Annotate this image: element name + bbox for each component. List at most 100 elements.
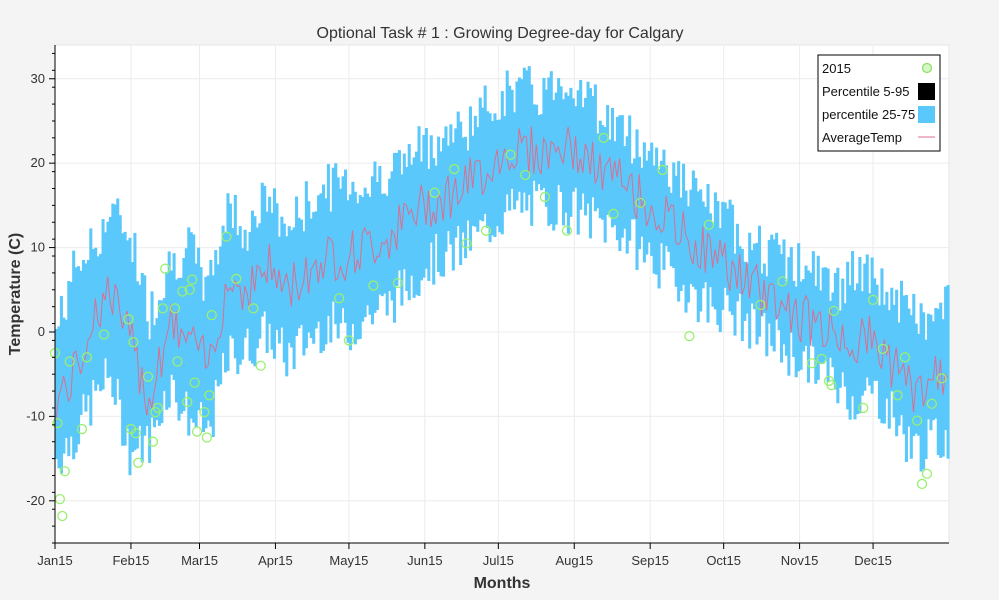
percentile-band-bar [211, 275, 215, 437]
percentile-band-bar [684, 190, 688, 313]
percentile-band-bar [645, 160, 649, 255]
percentile-band-bar [738, 246, 742, 294]
scatter-point-2015 [598, 132, 609, 143]
percentile-band-bar [588, 88, 592, 239]
percentile-band-bar [451, 142, 455, 271]
scatter-point-2015 [57, 510, 68, 522]
percentile-band-bar [779, 254, 784, 363]
x-tick-label: Jan15 [37, 553, 72, 568]
percentile-band-bar [659, 160, 664, 244]
percentile-band-bar [299, 219, 303, 325]
scatter-point-2015 [520, 169, 531, 181]
percentile-band-bar [209, 259, 213, 427]
scatter-point-2015 [206, 309, 217, 321]
percentile-band-bar [55, 328, 59, 460]
percentile-band-bar [809, 272, 813, 340]
scatter-point-2015 [231, 273, 242, 284]
percentile-band-bar [797, 243, 801, 372]
percentile-band-bar [390, 171, 394, 301]
percentile-band-bar [128, 237, 132, 476]
percentile-band-bar [226, 193, 230, 371]
percentile-band-bar [824, 267, 828, 361]
y-tick-label: 10 [31, 240, 45, 255]
percentile-band-bar [505, 70, 509, 195]
percentile-band-bar [904, 294, 908, 463]
percentile-band-bar [887, 310, 891, 429]
percentile-band-bar [106, 221, 110, 379]
scatter-point-2015 [449, 163, 460, 175]
percentile-band-bar [121, 233, 125, 446]
scatter-point-2015 [142, 371, 154, 382]
scatter-point-2015 [926, 398, 938, 409]
percentile-band-bar [537, 115, 541, 185]
percentile-band-bar [419, 161, 423, 281]
percentile-band-bar [931, 321, 935, 421]
percentile-band-bar [160, 300, 164, 424]
percentile-band-bar [610, 107, 615, 228]
legend: 2015 Percentile 5-95 percentile 25-75 Av… [817, 54, 941, 152]
percentile-band-bar [926, 313, 931, 420]
percentile-band-bar [165, 271, 169, 410]
percentile-band-bar [662, 149, 666, 270]
percentile-band-bar [814, 285, 818, 384]
percentile-band-bar [206, 275, 210, 421]
scatter-point-2015 [816, 353, 827, 365]
percentile-band-bar [64, 319, 68, 438]
percentile-band-bar [312, 212, 316, 344]
percentile-band-bar [380, 193, 384, 297]
percentile-band-bar [539, 114, 544, 191]
percentile-band-bar [268, 196, 272, 324]
percentile-band-bar [481, 107, 485, 222]
x-tick-label: Mar15 [181, 553, 218, 568]
percentile-band-bar [890, 287, 894, 392]
percentile-band-bar [946, 285, 950, 459]
scatter-point-2015 [899, 352, 911, 363]
scatter-point-2015 [912, 415, 923, 426]
avg-layer [55, 126, 949, 420]
percentile-band-bar [875, 284, 879, 381]
legend-box [817, 54, 941, 152]
percentile-band-bar [326, 164, 330, 316]
percentile-band-bar [216, 264, 220, 387]
percentile-band-bar [148, 339, 152, 463]
scatter-point-2015 [368, 280, 379, 291]
scatter-layer [49, 132, 947, 522]
scatter-point-2015 [182, 396, 193, 408]
percentile-band-bar [686, 206, 690, 303]
percentile-band-bar [576, 90, 580, 235]
percentile-band-bar [789, 247, 793, 333]
percentile-band-bar [336, 177, 340, 339]
percentile-band-bar [138, 284, 142, 426]
scatter-point-2015 [123, 314, 134, 325]
percentile-band-bar [564, 92, 568, 213]
scatter-point-2015 [392, 277, 404, 289]
percentile-band-bar [682, 163, 686, 285]
percentile-band-bar [554, 92, 558, 225]
scatter-point-2015 [480, 225, 492, 236]
percentile-band-bar [647, 150, 651, 243]
percentile-band-bar [483, 85, 487, 215]
percentile-band-bar [412, 157, 416, 298]
percentile-band-bar [439, 151, 443, 277]
percentile-band-bar [344, 169, 348, 323]
percentile-band-bar [290, 230, 294, 348]
percentile-band-bar [517, 77, 521, 192]
chart-title: Optional Task # 1 : Growing Degree-day f… [317, 25, 684, 42]
x-tick-label: Apr15 [258, 553, 293, 568]
scatter-point-2015 [76, 423, 88, 435]
percentile-band-bar [473, 115, 477, 227]
x-tick-label: May15 [329, 553, 368, 568]
percentile-band-bar [307, 201, 311, 333]
percentile-band-bar [750, 250, 754, 304]
percentile-band-bar [231, 227, 235, 339]
x-tick-label: Dec15 [854, 553, 892, 568]
percentile-band-bar [94, 247, 98, 391]
percentile-band-bar [833, 273, 837, 390]
scatter-point-2015 [187, 274, 198, 285]
percentile-band-bar [855, 283, 859, 415]
percentile-band-bar [912, 293, 916, 437]
percentile-band-bar [664, 165, 668, 247]
percentile-band-bar [557, 78, 561, 186]
scatter-point-2015 [152, 402, 164, 414]
percentile-band-bar [295, 196, 299, 337]
